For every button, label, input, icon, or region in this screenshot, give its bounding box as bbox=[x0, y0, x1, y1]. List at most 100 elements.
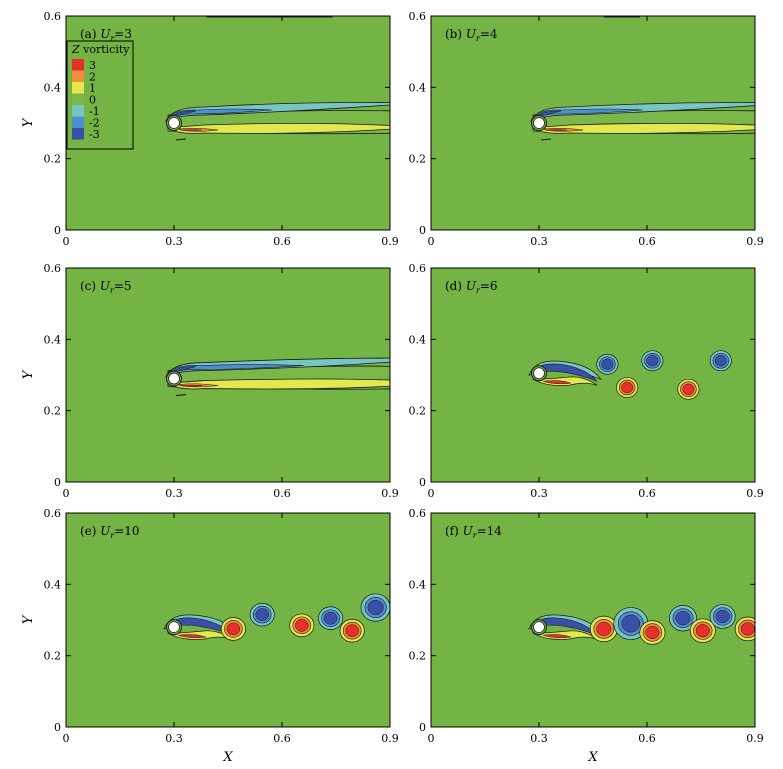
vortex-positive bbox=[734, 616, 755, 642]
shear-peak-negative bbox=[169, 110, 197, 119]
vortex-core bbox=[226, 622, 241, 636]
y-tick-label: 0 bbox=[419, 224, 426, 237]
legend-swatch bbox=[72, 128, 84, 140]
legend-swatch bbox=[72, 70, 84, 82]
vortex-negative bbox=[709, 350, 732, 372]
vortex-core bbox=[601, 358, 614, 370]
shear-layer-negative bbox=[165, 102, 390, 122]
vortex-negative bbox=[709, 604, 736, 629]
vortex-core bbox=[715, 609, 730, 624]
x-tick-label: 0.6 bbox=[638, 235, 656, 248]
vortex-positive bbox=[677, 378, 700, 400]
shear-core-positive bbox=[542, 634, 572, 639]
x-tick-label: 0.3 bbox=[165, 487, 183, 500]
legend-swatch bbox=[72, 105, 84, 117]
vortex-positive bbox=[339, 618, 365, 643]
vortex-core bbox=[682, 383, 695, 395]
cylinder bbox=[533, 117, 545, 129]
vortex-positive bbox=[639, 620, 666, 645]
x-tick-label: 0 bbox=[63, 732, 70, 745]
vorticity-field bbox=[528, 350, 732, 400]
legend-swatch bbox=[72, 93, 84, 105]
legend-label: 3 bbox=[89, 59, 96, 72]
vorticity-field bbox=[165, 102, 390, 141]
y-tick-label: 0 bbox=[54, 224, 61, 237]
shear-layer-positive bbox=[167, 123, 390, 134]
vortex-negative bbox=[613, 607, 649, 640]
plot-frame bbox=[430, 15, 756, 231]
x-axis-title: X bbox=[587, 750, 598, 765]
shear-peak-negative bbox=[534, 110, 562, 119]
panel-label: (a) Ur=3 bbox=[80, 27, 132, 43]
vortex-negative bbox=[641, 350, 664, 372]
shear-core-negative bbox=[532, 108, 643, 120]
cylinder bbox=[168, 621, 180, 634]
x-tick-label: 0.6 bbox=[273, 235, 291, 248]
legend-swatch bbox=[72, 82, 84, 94]
y-tick-label: 0.4 bbox=[44, 578, 62, 591]
y-tick-label: 0.2 bbox=[409, 650, 427, 663]
vorticity-field bbox=[165, 357, 390, 397]
cylinder bbox=[168, 117, 180, 129]
y-tick-label: 0.2 bbox=[44, 405, 62, 418]
vortex-core bbox=[596, 621, 612, 636]
y-tick-label: 0.6 bbox=[44, 262, 62, 275]
vortex-negative bbox=[669, 605, 697, 632]
y-tick-label: 0.6 bbox=[409, 507, 427, 520]
y-tick-label: 0.4 bbox=[409, 578, 427, 591]
x-tick-label: 0.9 bbox=[381, 732, 399, 745]
vortex-core bbox=[714, 355, 727, 367]
panel-e: 0 0.3 0.6 0.9 0 0.2 0.4 0.6 (e) Ur=10 Y X bbox=[21, 507, 399, 765]
plot-frame bbox=[65, 15, 391, 231]
vortex-core bbox=[646, 355, 659, 367]
panel-label: (c) Ur=5 bbox=[80, 279, 132, 295]
cylinder bbox=[533, 621, 545, 634]
plot-frame bbox=[430, 512, 756, 728]
vortex-negative bbox=[360, 593, 390, 622]
x-tick-label: 0.9 bbox=[381, 235, 399, 248]
x-tick-label: 0.3 bbox=[165, 235, 183, 248]
x-tick-label: 0.3 bbox=[530, 235, 548, 248]
x-tick-label: 0.9 bbox=[381, 487, 399, 500]
legend-label: -2 bbox=[89, 117, 100, 130]
x-tick-label: 0.6 bbox=[273, 487, 291, 500]
x-axis-title: X bbox=[222, 750, 233, 765]
y-tick-label: 0.4 bbox=[44, 81, 62, 94]
vortex-core bbox=[367, 599, 384, 616]
panel-f: 0 0.3 0.6 0.9 0 0.2 0.4 0.6 (f) Ur=14 X bbox=[409, 507, 764, 765]
plot-frame bbox=[430, 267, 756, 483]
y-tick-label: 0.6 bbox=[409, 262, 427, 275]
panel-b: 0 0.3 0.6 0.9 0 0.2 0.4 0.6 (b) Ur=4 bbox=[409, 10, 764, 248]
panel-label: (e) Ur=10 bbox=[80, 524, 140, 540]
x-tick-label: 0 bbox=[428, 732, 435, 745]
cylinder bbox=[168, 372, 180, 385]
panel-label: (f) Ur=14 bbox=[445, 524, 502, 540]
legend-label: 1 bbox=[89, 82, 96, 95]
contour-line bbox=[540, 138, 552, 141]
x-tick-label: 0 bbox=[428, 235, 435, 248]
legend-label: -1 bbox=[89, 105, 100, 118]
legend-swatch bbox=[72, 59, 84, 71]
x-tick-label: 0 bbox=[63, 487, 70, 500]
vortex-core bbox=[740, 622, 755, 636]
y-axis-title: Y bbox=[21, 614, 36, 624]
y-tick-label: 0 bbox=[419, 476, 426, 489]
y-tick-label: 0.6 bbox=[44, 507, 62, 520]
panel-d: 0 0.3 0.6 0.9 0 0.2 0.4 0.6 (d) Ur=6 bbox=[409, 262, 764, 500]
vorticity-field bbox=[528, 604, 755, 645]
shear-core-negative bbox=[167, 364, 304, 375]
vortex-core bbox=[295, 619, 309, 632]
y-tick-label: 0.4 bbox=[409, 81, 427, 94]
vortex-core bbox=[621, 381, 634, 394]
legend-swatch bbox=[72, 116, 84, 128]
y-axis-title: Y bbox=[21, 117, 36, 127]
legend-label: 2 bbox=[89, 71, 96, 84]
x-tick-label: 0 bbox=[428, 487, 435, 500]
y-tick-label: 0 bbox=[54, 721, 61, 734]
vortex-negative bbox=[596, 353, 619, 375]
x-tick-label: 0.3 bbox=[165, 732, 183, 745]
panel-label: (d) Ur=6 bbox=[445, 279, 498, 295]
vorticity-field bbox=[530, 102, 755, 141]
